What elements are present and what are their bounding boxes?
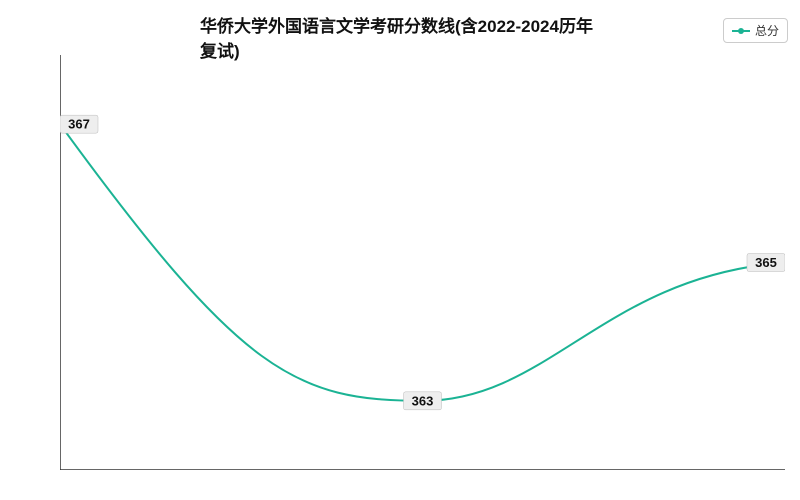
legend-swatch — [732, 30, 750, 32]
series-line — [60, 124, 785, 401]
data-label: 363 — [412, 393, 434, 408]
data-labels: 367 363 365 — [60, 115, 785, 410]
plot-area: 362363.2364.4365.6366.8368 2022年2023年202… — [60, 55, 785, 470]
legend-label: 总分 — [755, 22, 779, 39]
legend: 总分 — [723, 18, 788, 43]
chart-container: 华侨大学外国语言文学考研分数线(含2022-2024历年复试) 总分 36236… — [0, 0, 800, 500]
data-label: 367 — [68, 117, 90, 132]
data-label: 365 — [755, 255, 777, 270]
